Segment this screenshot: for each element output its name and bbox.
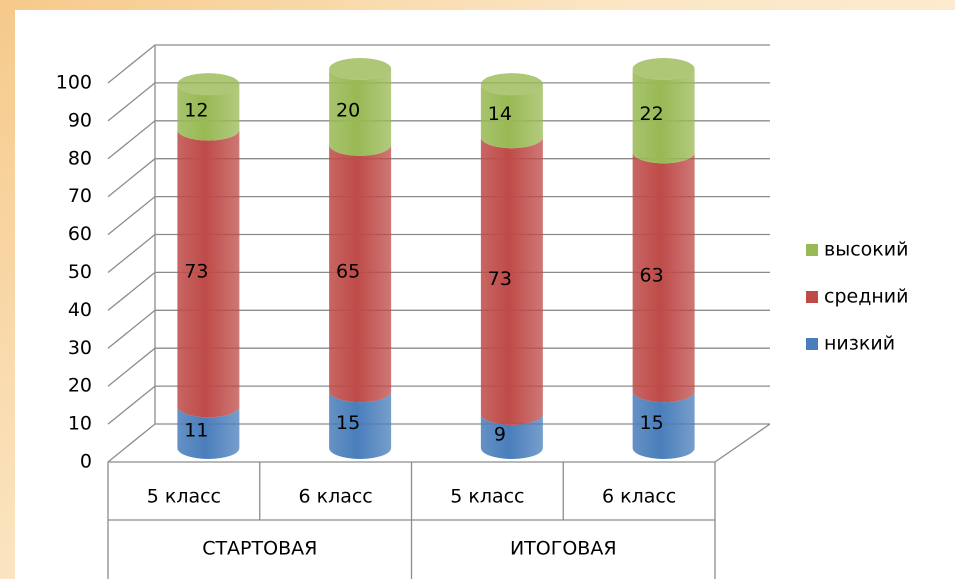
legend-label: высокий bbox=[824, 239, 908, 261]
y-tick-label: 60 bbox=[68, 223, 92, 245]
grid-line bbox=[107, 309, 770, 349]
grid-line bbox=[107, 423, 770, 463]
bar-cap bbox=[632, 58, 695, 80]
data-label: 11 bbox=[184, 420, 208, 442]
legend-swatch bbox=[806, 291, 818, 303]
grid-line bbox=[107, 82, 770, 122]
y-tick-label: 20 bbox=[68, 375, 92, 397]
y-tick-label: 90 bbox=[68, 109, 92, 131]
bar-segment bbox=[177, 84, 240, 141]
data-label: 12 bbox=[184, 99, 208, 121]
data-label: 65 bbox=[336, 260, 360, 282]
bar-segment bbox=[632, 391, 695, 459]
grid-line bbox=[107, 233, 770, 274]
bar-segment bbox=[480, 413, 543, 459]
legend-swatch bbox=[806, 244, 818, 256]
grid-line bbox=[107, 271, 770, 311]
y-tick-label: 30 bbox=[68, 337, 92, 359]
data-label: 15 bbox=[640, 412, 664, 434]
data-label: 73 bbox=[184, 260, 208, 282]
group-label: ИТОГОВАЯ bbox=[510, 538, 617, 560]
legend-label: средний bbox=[824, 286, 908, 308]
data-label: 15 bbox=[336, 412, 360, 434]
bar-cap bbox=[177, 73, 240, 96]
grid-line bbox=[107, 347, 770, 387]
y-tick-label: 80 bbox=[68, 147, 92, 169]
y-tick-label: 70 bbox=[68, 185, 92, 207]
bar-segment bbox=[177, 406, 240, 459]
grid-line bbox=[107, 158, 770, 198]
data-label: 20 bbox=[336, 99, 360, 121]
grid-line bbox=[107, 195, 770, 236]
grid-line bbox=[107, 385, 770, 425]
legend-swatch bbox=[806, 338, 818, 350]
grid-line bbox=[107, 44, 770, 84]
bar-segment bbox=[329, 69, 392, 156]
y-tick-label: 50 bbox=[68, 261, 92, 283]
data-label: 73 bbox=[488, 268, 512, 290]
data-label: 9 bbox=[494, 423, 506, 445]
bar-segment bbox=[329, 391, 392, 459]
bar-cap bbox=[329, 58, 392, 80]
bar-segment bbox=[632, 152, 695, 403]
legend-label: низкий bbox=[824, 333, 895, 355]
y-tick-label: 10 bbox=[68, 413, 92, 435]
y-tick-label: 40 bbox=[68, 299, 92, 321]
bar-cap bbox=[480, 73, 543, 96]
bar-segment bbox=[177, 129, 240, 418]
x-tick-label: 6 класс bbox=[602, 486, 676, 508]
data-label: 14 bbox=[488, 103, 512, 125]
y-tick-label: 100 bbox=[56, 72, 92, 94]
bar-segment bbox=[632, 69, 695, 164]
bar-segment bbox=[480, 84, 543, 149]
data-label: 22 bbox=[640, 103, 664, 125]
grid-line bbox=[107, 120, 770, 160]
bar-segment bbox=[480, 137, 543, 425]
x-tick-label: 6 класс bbox=[298, 486, 372, 508]
bar-segment bbox=[329, 144, 392, 403]
x-tick-label: 5 класс bbox=[450, 486, 524, 508]
data-label: 63 bbox=[640, 264, 664, 286]
x-tick-label: 5 класс bbox=[147, 486, 221, 508]
y-tick-label: 0 bbox=[80, 451, 92, 473]
group-label: СТАРТОВАЯ bbox=[202, 538, 317, 560]
